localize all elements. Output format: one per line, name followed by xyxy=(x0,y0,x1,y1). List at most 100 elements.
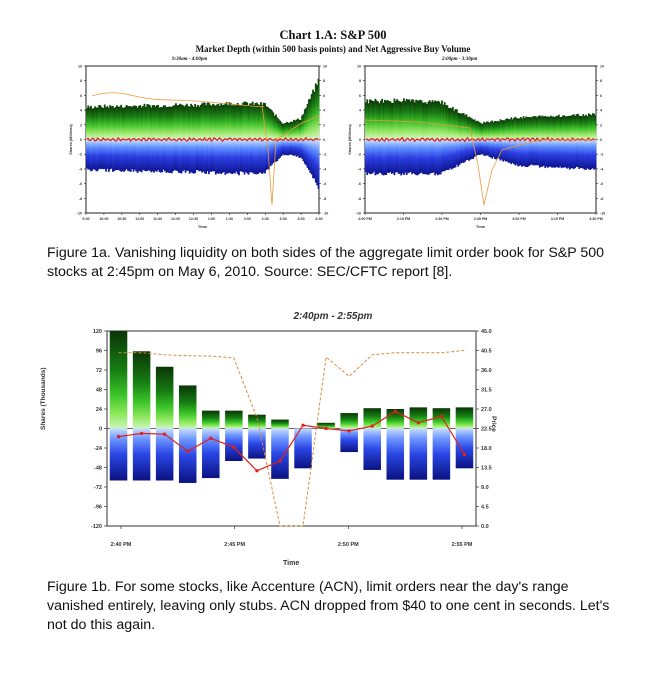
bid-depth-column xyxy=(132,139,135,172)
bid-depth-column xyxy=(450,139,453,170)
bid-depth-column xyxy=(183,139,186,170)
acn-y-tick-label: -24 xyxy=(94,446,103,452)
bid-depth-column xyxy=(231,139,234,175)
bid-depth-column xyxy=(457,139,460,167)
x-tick-label: 11:30 xyxy=(153,217,162,221)
ask-depth-column xyxy=(515,118,518,140)
bid-depth-column xyxy=(96,139,99,171)
bid-depth-column xyxy=(94,139,96,170)
ask-depth-column xyxy=(462,113,465,140)
bid-depth-column xyxy=(572,139,575,170)
ask-depth-column xyxy=(224,103,227,140)
acn-y-tick-label: 48 xyxy=(96,388,102,394)
bid-depth-column xyxy=(157,139,160,171)
ask-depth-column xyxy=(533,116,536,140)
ask-depth-column xyxy=(177,105,180,140)
bid-depth-column xyxy=(510,139,513,165)
ask-depth-column xyxy=(258,104,261,140)
acn-y2-tick-label: 22.5 xyxy=(481,427,492,433)
acn-x-axis-label: Time xyxy=(283,560,300,567)
bid-depth-column xyxy=(564,139,567,168)
ask-depth-column xyxy=(438,101,441,140)
bid-depth-column xyxy=(288,139,291,155)
bid-depth-column xyxy=(458,139,461,165)
ask-depth-column xyxy=(306,103,309,140)
ask-depth-column xyxy=(317,78,320,140)
ask-depth-column xyxy=(528,117,530,140)
acn-x-tick-label: 2:45 PM xyxy=(224,542,245,548)
bid-depth-column xyxy=(432,139,435,173)
y2-tick-label: -2 xyxy=(600,153,603,157)
bid-depth-bar xyxy=(178,428,197,483)
bid-depth-column xyxy=(522,139,525,166)
bid-depth-column xyxy=(181,139,184,172)
ask-depth-column xyxy=(170,106,173,140)
bid-depth-column xyxy=(503,139,506,161)
ask-depth-column xyxy=(198,106,201,140)
bid-depth-column xyxy=(536,139,538,166)
bid-depth-column xyxy=(188,139,191,174)
acn-y-tick-label: 0 xyxy=(99,427,102,433)
bid-depth-column xyxy=(454,139,457,168)
bid-depth-bar xyxy=(109,428,128,481)
ask-depth-column xyxy=(273,115,276,140)
bid-depth-column xyxy=(507,139,510,163)
ask-depth-column xyxy=(308,99,310,140)
ask-depth-column xyxy=(548,117,551,140)
ask-depth-column xyxy=(286,121,288,140)
ask-depth-column xyxy=(223,104,225,140)
y2-tick-label: 4 xyxy=(323,109,325,113)
bid-depth-column xyxy=(484,139,487,156)
ask-depth-column xyxy=(112,105,114,140)
bid-depth-column xyxy=(370,139,373,174)
bid-depth-column xyxy=(517,139,519,167)
ask-depth-column xyxy=(454,109,457,140)
bid-depth-column xyxy=(128,139,131,172)
ask-depth-column xyxy=(571,114,574,140)
ask-depth-column xyxy=(101,107,103,140)
bid-depth-column xyxy=(563,139,566,168)
y-tick-label: 6 xyxy=(359,94,361,98)
ask-depth-column xyxy=(522,116,525,140)
bid-depth-column xyxy=(488,139,491,158)
bid-depth-column xyxy=(373,139,375,172)
ask-depth-column xyxy=(312,89,314,140)
ask-depth-column xyxy=(242,102,245,140)
ask-depth-column xyxy=(470,118,473,140)
bid-depth-column xyxy=(221,139,224,173)
bid-depth-column xyxy=(262,139,265,173)
ask-depth-column xyxy=(231,105,234,140)
acn-y2-tick-label: 27.0 xyxy=(481,407,492,413)
bid-depth-column xyxy=(253,139,255,174)
ask-depth-bar xyxy=(248,414,266,429)
ask-depth-column xyxy=(480,123,483,140)
ask-depth-column xyxy=(502,120,504,140)
bid-depth-column xyxy=(476,139,479,156)
acn-net-buy-point xyxy=(163,432,167,436)
ask-depth-bar xyxy=(178,385,197,429)
x-tick-label: 10:30 xyxy=(117,217,126,221)
bid-depth-column xyxy=(283,139,286,156)
ask-depth-column xyxy=(405,98,408,140)
ask-depth-column xyxy=(197,104,199,140)
ask-depth-column xyxy=(153,105,155,140)
y-tick-label: -6 xyxy=(79,182,82,186)
ask-depth-column xyxy=(503,120,506,140)
ask-depth-column xyxy=(183,106,186,140)
ask-depth-column xyxy=(316,85,319,140)
bid-depth-column xyxy=(153,139,155,173)
ask-depth-column xyxy=(413,102,416,140)
bid-depth-column xyxy=(106,139,109,169)
acn-net-buy-point xyxy=(370,424,374,428)
ask-depth-column xyxy=(579,115,582,140)
ask-depth-column xyxy=(594,115,597,140)
bid-depth-column xyxy=(393,139,396,176)
ask-depth-bar xyxy=(109,331,128,429)
ask-depth-column xyxy=(447,108,450,140)
ask-depth-column xyxy=(492,122,495,140)
ask-depth-column xyxy=(116,105,118,140)
bid-depth-column xyxy=(239,139,242,172)
bid-depth-column xyxy=(589,139,591,170)
ask-depth-column xyxy=(388,101,390,140)
acn-y2-tick-label: 0.0 xyxy=(481,524,489,530)
